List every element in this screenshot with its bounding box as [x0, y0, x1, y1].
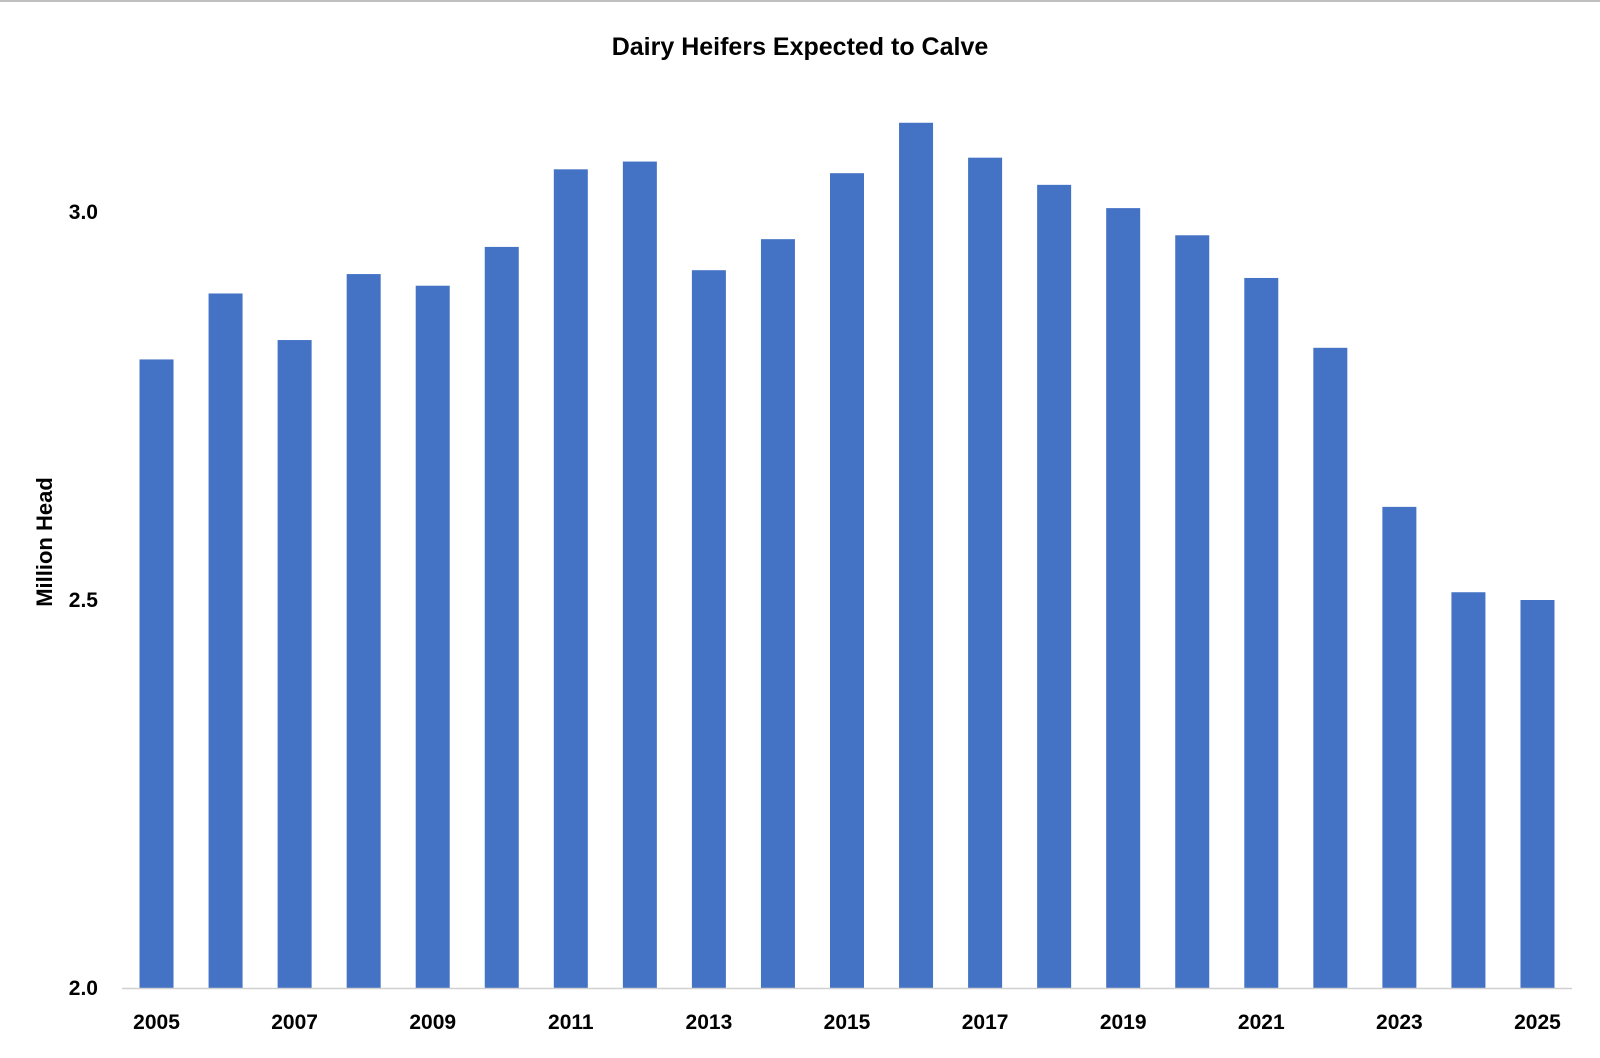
x-tick-label: 2007	[271, 1011, 318, 1034]
x-tick-labels: 2005 2007 2009 2011 2013 2015 2017 2019 2021 2023…	[133, 1011, 1561, 1034]
x-tick-label: 2015	[824, 1011, 871, 1034]
x-tick-label: 2005	[133, 1011, 180, 1034]
x-tick-label: 2009	[409, 1011, 456, 1034]
bar-2015	[830, 173, 864, 988]
bar-2005	[139, 359, 174, 988]
y-tick-label: 3.0	[69, 201, 98, 224]
x-tick-label: 2025	[1514, 1011, 1561, 1034]
bar-2018	[1037, 184, 1072, 989]
bar-2011	[553, 169, 588, 988]
bar-2016	[899, 122, 934, 988]
bar-2022	[1313, 347, 1348, 988]
x-tick-label: 2013	[686, 1011, 733, 1034]
bar-2006	[208, 293, 243, 989]
bar-2014	[760, 239, 795, 988]
bar-2019	[1106, 208, 1141, 988]
chart-title: Dairy Heifers Expected to Calve	[612, 33, 989, 61]
bar-2025	[1520, 600, 1555, 988]
bar-2010	[484, 246, 519, 989]
y-axis-label: Million Head	[32, 477, 57, 607]
x-tick-label: 2011	[548, 1011, 594, 1034]
bar-2021	[1244, 277, 1279, 989]
bar-2024	[1451, 592, 1486, 988]
bar-2017	[968, 157, 1003, 988]
y-tick-label: 2.0	[69, 977, 98, 1000]
bar-2008	[346, 274, 381, 989]
x-tick-label: 2017	[962, 1011, 1009, 1034]
x-tick-label: 2019	[1100, 1011, 1147, 1034]
x-tick-label: 2021	[1238, 1011, 1285, 1034]
bar-2012	[622, 161, 657, 988]
bar-2023	[1382, 506, 1417, 988]
y-tick-labels: 2.0 2.5 3.0	[69, 201, 99, 1000]
bars-group	[139, 122, 1555, 989]
bar-2013	[691, 270, 726, 988]
y-tick-label: 2.5	[69, 589, 99, 612]
bar-2009	[415, 285, 450, 989]
bar-2020	[1175, 235, 1210, 988]
x-tick-label: 2023	[1376, 1011, 1423, 1034]
bar-2007	[277, 340, 312, 988]
